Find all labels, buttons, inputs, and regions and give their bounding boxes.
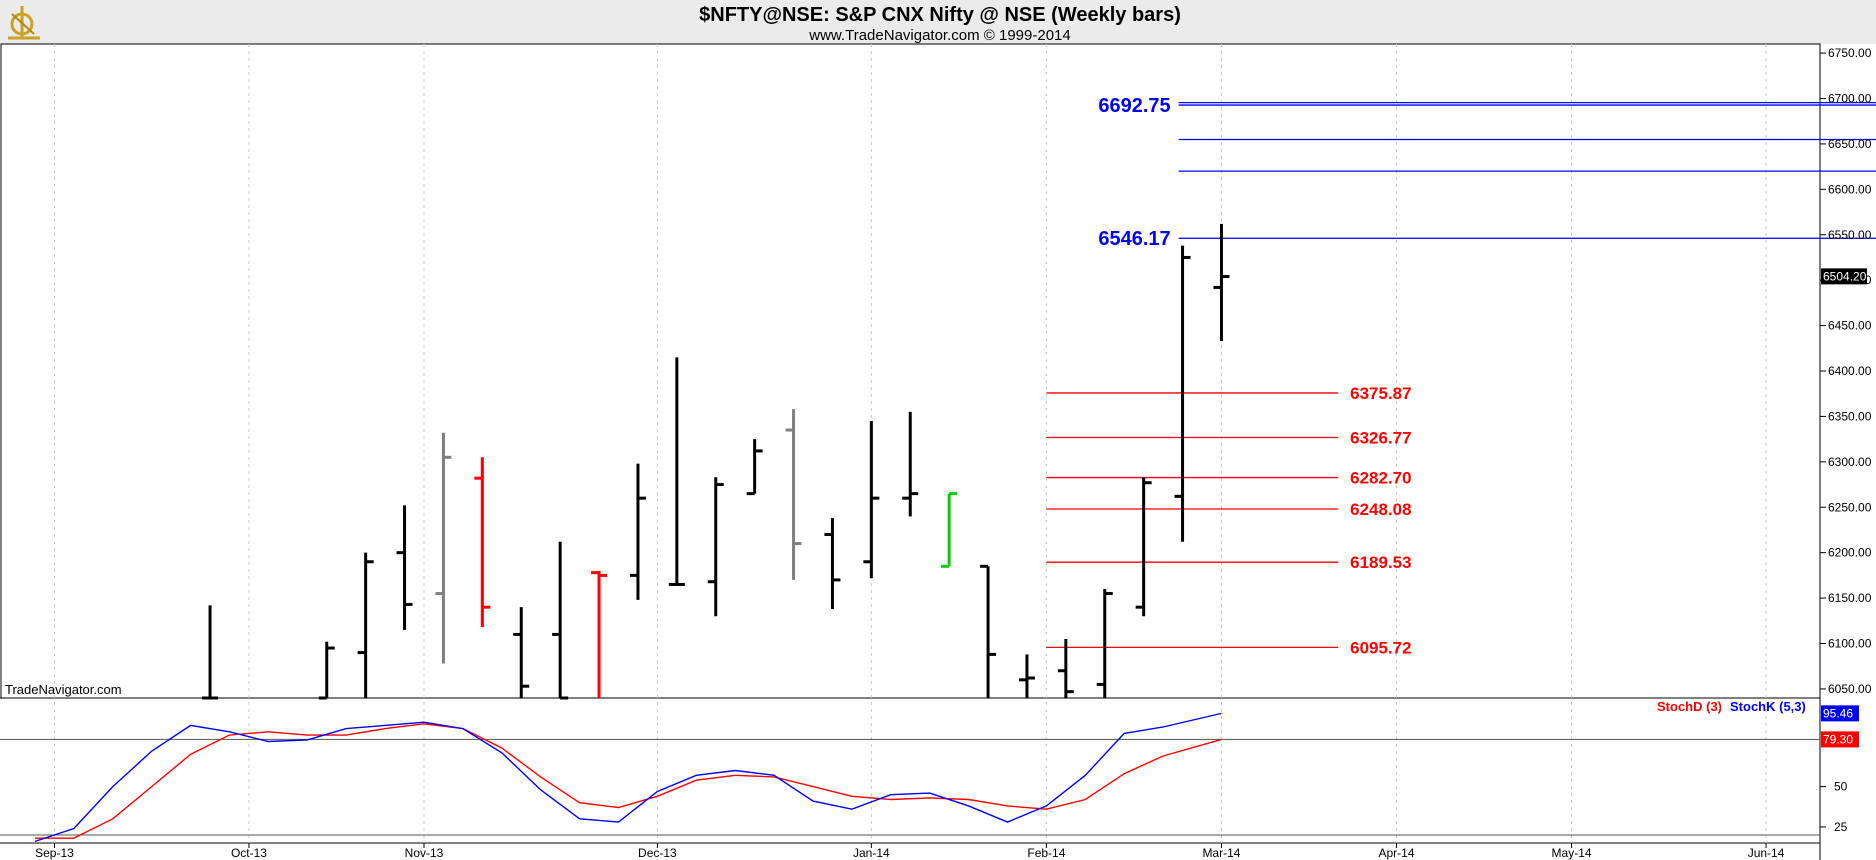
x-tick-label: Mar-14: [1202, 846, 1240, 860]
y-tick-label: 50: [1834, 780, 1848, 794]
x-tick-label: Jan-14: [853, 846, 890, 860]
last-price-box: [1821, 268, 1867, 285]
y-tick-label: 6100.00: [1828, 637, 1872, 651]
y-tick-label: 6600.00: [1828, 182, 1872, 196]
ohlc-bar: [941, 492, 958, 568]
ohlc-bar: [980, 564, 997, 698]
level-label: 6692.75: [1098, 95, 1170, 117]
grid-lines: [53, 44, 1767, 843]
ohlc-bar: [591, 570, 608, 698]
ohlc-bar: [707, 477, 724, 617]
ohlc-bar: [1174, 245, 1191, 542]
x-tick-label: Apr-14: [1378, 846, 1414, 860]
y-tick-label: 6400.00: [1828, 364, 1872, 378]
level-label: 6248.08: [1350, 500, 1411, 519]
ohlc-bar: [513, 607, 530, 698]
ohlc-bar: [902, 411, 919, 517]
level-label: 6326.77: [1350, 429, 1411, 448]
header-band: [0, 0, 1876, 44]
y-tick-label: 25: [1834, 820, 1848, 834]
stoch-last-label: 79.30: [1823, 732, 1853, 746]
y-tick-label: 6450.00: [1828, 319, 1872, 333]
ohlc-bar: [318, 641, 335, 700]
ohlc-bar: [746, 439, 763, 496]
last-price-label: 6504.20: [1823, 269, 1867, 283]
ohlc-bar: [1018, 654, 1035, 698]
stoch-line: [35, 723, 1222, 839]
y-tick-label: 6150.00: [1828, 591, 1872, 605]
chart-subtitle: www.TradeNavigator.com © 1999-2014: [808, 27, 1070, 44]
stoch-last-label: 95.46: [1823, 706, 1853, 720]
ohlc-bar: [396, 505, 413, 630]
ohlc-bar: [1213, 223, 1230, 342]
ohlc-bar: [668, 357, 685, 586]
level-label: 6375.87: [1350, 384, 1411, 403]
ohlc-bar: [1096, 589, 1113, 698]
y-tick-label: 6650.00: [1828, 137, 1872, 151]
ohlc-bar: [474, 457, 491, 628]
y-tick-label: 6300.00: [1828, 455, 1872, 469]
legend-stochk: StochK (5,3): [1730, 699, 1806, 714]
ohlc-bar: [202, 605, 219, 700]
ohlc-bar: [824, 518, 841, 609]
x-tick-label: Feb-14: [1027, 846, 1065, 860]
y-tick-label: 6700.00: [1828, 92, 1872, 106]
stoch-line: [34, 712, 1222, 843]
ohlc-bar: [629, 463, 646, 600]
x-tick-label: Dec-13: [638, 846, 677, 860]
stochastic-pane: 50 25 79.30 95.46 StochD (3) StochK (5,3): [0, 699, 1859, 843]
ohlc-bar: [552, 541, 569, 700]
ohlc-bar: [863, 420, 880, 579]
x-tick-label: Jun-14: [1748, 846, 1785, 860]
ohlc-bars: [202, 223, 1230, 700]
date-axis: Sep-13 Oct-13 Nov-13 Dec-13 Jan-14 Feb-14 Mar-…: [35, 843, 1785, 860]
y-tick-label: 6200.00: [1828, 546, 1872, 560]
price-pane-frame: [0, 43, 1821, 699]
y-tick-label: 6550.00: [1828, 228, 1872, 242]
ohlc-bar: [1057, 638, 1074, 698]
chart-title: $NFTY@NSE: S&P CNX Nifty @ NSE (Weekly b…: [699, 4, 1181, 26]
sextant-logo-icon: [8, 6, 40, 40]
y-tick-label: 6250.00: [1828, 500, 1872, 514]
level-label: 6546.17: [1098, 228, 1170, 250]
ohlc-bar: [785, 409, 802, 580]
ohlc-bar: [1135, 477, 1152, 617]
legend-stochd: StochD (3): [1657, 699, 1722, 714]
level-label: 6095.72: [1350, 638, 1411, 657]
ohlc-bar: [435, 432, 452, 664]
x-tick-label: May-14: [1552, 846, 1592, 860]
x-tick-label: Oct-13: [231, 846, 267, 860]
stoch-last-box: [1821, 731, 1859, 748]
ohlc-bar: [357, 552, 374, 698]
y-tick-label: 6050.00: [1828, 682, 1872, 696]
stoch-last-box: [1821, 705, 1859, 722]
level-lines: 6692.756695.506654.906620.086546.176375.…: [1046, 95, 1876, 657]
y-tick-label: 6350.00: [1828, 409, 1872, 423]
watermark: TradeNavigator.com: [5, 682, 122, 697]
level-label: 6189.53: [1350, 553, 1411, 572]
x-tick-label: Nov-13: [405, 846, 444, 860]
price-axis: 6750.006700.006650.006600.006550.006500.…: [1820, 46, 1872, 696]
y-tick-label: 6750.00: [1828, 46, 1872, 60]
x-tick-label: Sep-13: [35, 846, 74, 860]
level-label: 6282.70: [1350, 469, 1411, 488]
